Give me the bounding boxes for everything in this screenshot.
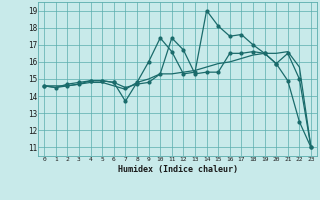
X-axis label: Humidex (Indice chaleur): Humidex (Indice chaleur) xyxy=(118,165,238,174)
